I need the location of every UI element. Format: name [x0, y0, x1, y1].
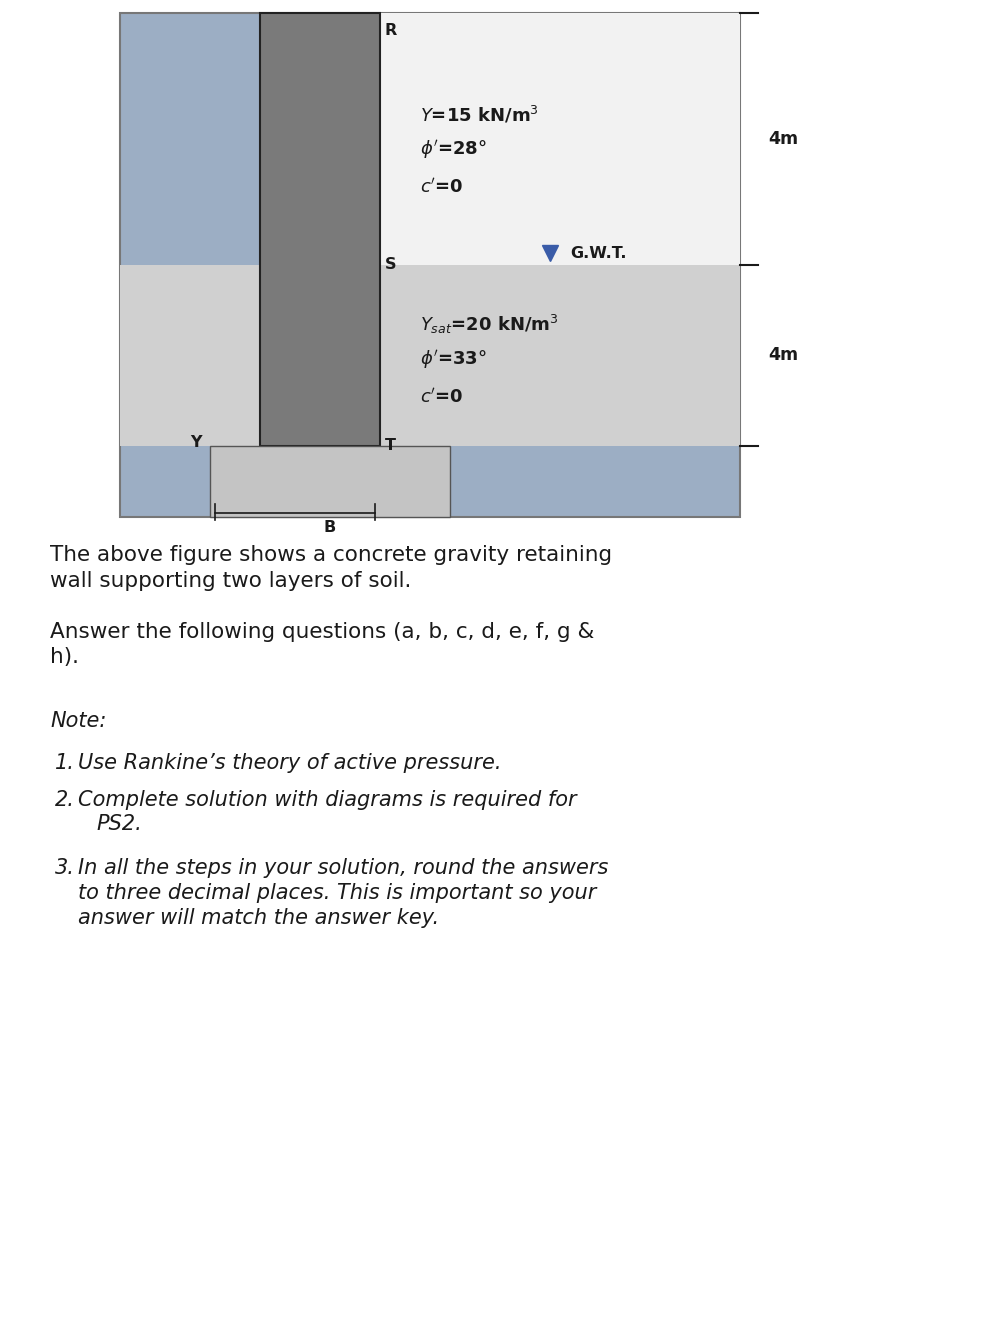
- Bar: [380, 13, 740, 265]
- Text: In all the steps in your solution, round the answers: In all the steps in your solution, round…: [78, 858, 608, 879]
- Text: $c'$=0: $c'$=0: [420, 177, 463, 197]
- Text: Use Rankine’s theory of active pressure.: Use Rankine’s theory of active pressure.: [78, 752, 502, 773]
- Bar: [120, 13, 740, 516]
- Text: Answer the following questions (a, b, c, d, e, f, g &: Answer the following questions (a, b, c,…: [50, 622, 594, 642]
- Bar: [380, 13, 740, 265]
- Text: Note:: Note:: [50, 711, 106, 731]
- Bar: [210, 446, 450, 516]
- Text: B: B: [324, 520, 336, 535]
- Text: T: T: [385, 438, 396, 453]
- Text: $c'$=0: $c'$=0: [420, 388, 463, 406]
- Text: wall supporting two layers of soil.: wall supporting two layers of soil.: [50, 571, 411, 591]
- Text: answer will match the answer key.: answer will match the answer key.: [78, 908, 439, 928]
- Text: $\mathit{Y}_{sat}$=20 kN/m$^3$: $\mathit{Y}_{sat}$=20 kN/m$^3$: [420, 312, 559, 336]
- Text: to three decimal places. This is important so your: to three decimal places. This is importa…: [78, 883, 596, 903]
- Text: Complete solution with diagrams is required for: Complete solution with diagrams is requi…: [78, 789, 577, 809]
- Text: Y: Y: [190, 434, 202, 450]
- Bar: [380, 13, 740, 265]
- Text: $\phi'$=33°: $\phi'$=33°: [420, 348, 487, 371]
- Text: PS2.: PS2.: [96, 814, 142, 834]
- Bar: [380, 265, 740, 446]
- Text: 1.: 1.: [55, 752, 75, 773]
- Text: 4m: 4m: [768, 130, 798, 148]
- Text: $\phi'$=28°: $\phi'$=28°: [420, 139, 487, 162]
- Text: The above figure shows a concrete gravity retaining: The above figure shows a concrete gravit…: [50, 545, 612, 565]
- Text: h).: h).: [50, 647, 79, 667]
- Bar: [380, 13, 740, 265]
- Text: 2.: 2.: [55, 789, 75, 809]
- Text: $\mathit{Y}$=15 kN/m$^3$: $\mathit{Y}$=15 kN/m$^3$: [420, 105, 539, 126]
- Text: 4m: 4m: [768, 346, 798, 364]
- Bar: [260, 13, 380, 446]
- Text: 3.: 3.: [55, 858, 75, 879]
- Bar: [120, 265, 740, 446]
- Text: S: S: [385, 257, 396, 273]
- Text: G.W.T.: G.W.T.: [570, 246, 626, 261]
- Text: R: R: [385, 23, 397, 37]
